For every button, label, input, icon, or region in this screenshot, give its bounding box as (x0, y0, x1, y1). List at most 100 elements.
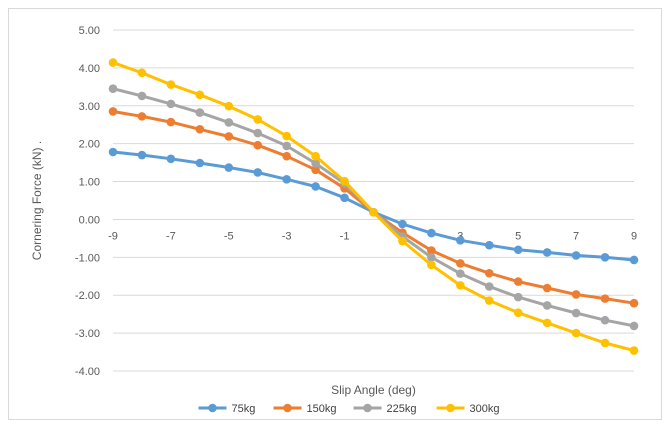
data-point-150kg (195, 124, 205, 134)
data-point-75kg (571, 251, 581, 260)
data-point-75kg (282, 174, 291, 184)
data-point-225kg (311, 159, 320, 168)
legend-label: 300kg (470, 403, 500, 415)
y-tick-label: -3.00 (75, 328, 100, 340)
data-point-75kg (484, 240, 494, 250)
data-point-225kg (600, 315, 610, 325)
data-point-225kg (282, 141, 291, 151)
chart-frame (8, 8, 662, 420)
data-point-75kg (166, 154, 176, 164)
data-point-300kg (166, 80, 176, 89)
data-point-150kg (427, 246, 436, 255)
data-point-75kg (195, 158, 205, 168)
data-point-300kg (137, 68, 147, 78)
data-point-150kg (166, 117, 176, 127)
y-tick-label: -2.00 (75, 290, 100, 302)
y-tick-label: -1.00 (75, 252, 100, 264)
y-tick-label: 1.00 (79, 177, 100, 189)
data-point-150kg (484, 268, 494, 278)
data-point-150kg (311, 165, 320, 175)
data-point-225kg (427, 253, 436, 262)
data-point-225kg (542, 301, 552, 310)
data-point-300kg (224, 101, 234, 111)
y-tick-label: 4.00 (79, 63, 100, 75)
data-point-75kg (427, 228, 436, 238)
legend-label: 75kg (232, 403, 256, 415)
data-point-300kg (195, 90, 205, 100)
legend-swatch-marker (446, 403, 455, 413)
data-point-75kg (253, 168, 263, 177)
data-point-75kg (311, 182, 320, 191)
data-point-150kg (282, 151, 291, 161)
x-tick-label: 7 (573, 230, 579, 242)
data-point-75kg (340, 193, 349, 203)
data-point-225kg (224, 118, 234, 127)
y-tick-label: 5.00 (79, 25, 100, 37)
data-point-150kg (571, 290, 581, 299)
data-point-225kg (137, 91, 147, 101)
data-point-300kg (253, 115, 263, 124)
data-point-150kg (542, 283, 552, 293)
legend-label: 150kg (307, 403, 337, 415)
data-point-150kg (456, 259, 465, 268)
legend-swatch-marker (363, 403, 372, 413)
data-point-300kg (571, 328, 581, 338)
data-point-300kg (108, 58, 118, 67)
data-point-300kg (427, 260, 436, 270)
data-point-300kg (398, 236, 407, 246)
series-line-150kg (111, 110, 636, 305)
data-point-75kg (513, 245, 523, 255)
x-tick-label: -7 (166, 230, 176, 242)
data-point-75kg (600, 253, 610, 262)
data-point-225kg (484, 282, 494, 291)
x-tick-label: 9 (631, 230, 637, 242)
y-tick-label: 2.00 (79, 139, 100, 151)
data-point-300kg (513, 308, 523, 317)
data-point-75kg (108, 147, 118, 157)
x-tick-label: -9 (108, 230, 118, 242)
data-point-75kg (398, 219, 407, 229)
data-point-225kg (513, 292, 523, 302)
data-point-300kg (600, 338, 610, 348)
data-point-75kg (542, 248, 552, 257)
data-point-225kg (195, 108, 205, 117)
x-tick-label: -5 (224, 230, 234, 242)
x-tick-label: 5 (515, 230, 521, 242)
data-point-150kg (600, 294, 610, 303)
data-point-225kg (108, 84, 118, 94)
legend-swatch-marker (208, 403, 217, 413)
data-point-225kg (253, 128, 263, 138)
data-point-225kg (571, 308, 581, 318)
x-axis-title: Slip Angle (deg) (331, 383, 416, 397)
y-axis-title: Cornering Force (kN) . (30, 141, 44, 260)
y-tick-label: 3.00 (79, 101, 100, 113)
data-point-300kg (369, 207, 378, 217)
data-point-150kg (224, 132, 234, 141)
data-point-300kg (456, 281, 465, 290)
legend-label: 225kg (387, 403, 417, 415)
x-tick-label: -1 (340, 230, 350, 242)
data-point-75kg (137, 150, 147, 160)
data-point-75kg (456, 235, 465, 245)
data-point-150kg (137, 112, 147, 121)
data-point-75kg (629, 255, 639, 265)
data-point-300kg (340, 176, 349, 186)
data-point-150kg (513, 277, 523, 286)
data-point-300kg (484, 296, 494, 305)
data-point-300kg (282, 131, 291, 141)
data-point-150kg (629, 298, 639, 308)
y-tick-label: -4.00 (75, 366, 100, 378)
legend-swatch-marker (283, 403, 292, 413)
data-point-225kg (456, 269, 465, 278)
data-point-300kg (629, 346, 639, 355)
series-line-75kg (111, 150, 636, 262)
data-point-225kg (166, 99, 176, 109)
data-point-75kg (224, 163, 234, 172)
data-point-150kg (108, 107, 118, 116)
data-point-300kg (311, 151, 320, 161)
data-point-225kg (629, 321, 639, 331)
data-point-150kg (253, 140, 263, 150)
y-tick-label: 0.00 (79, 214, 100, 226)
x-tick-label: -3 (282, 230, 292, 242)
data-point-300kg (542, 318, 552, 328)
